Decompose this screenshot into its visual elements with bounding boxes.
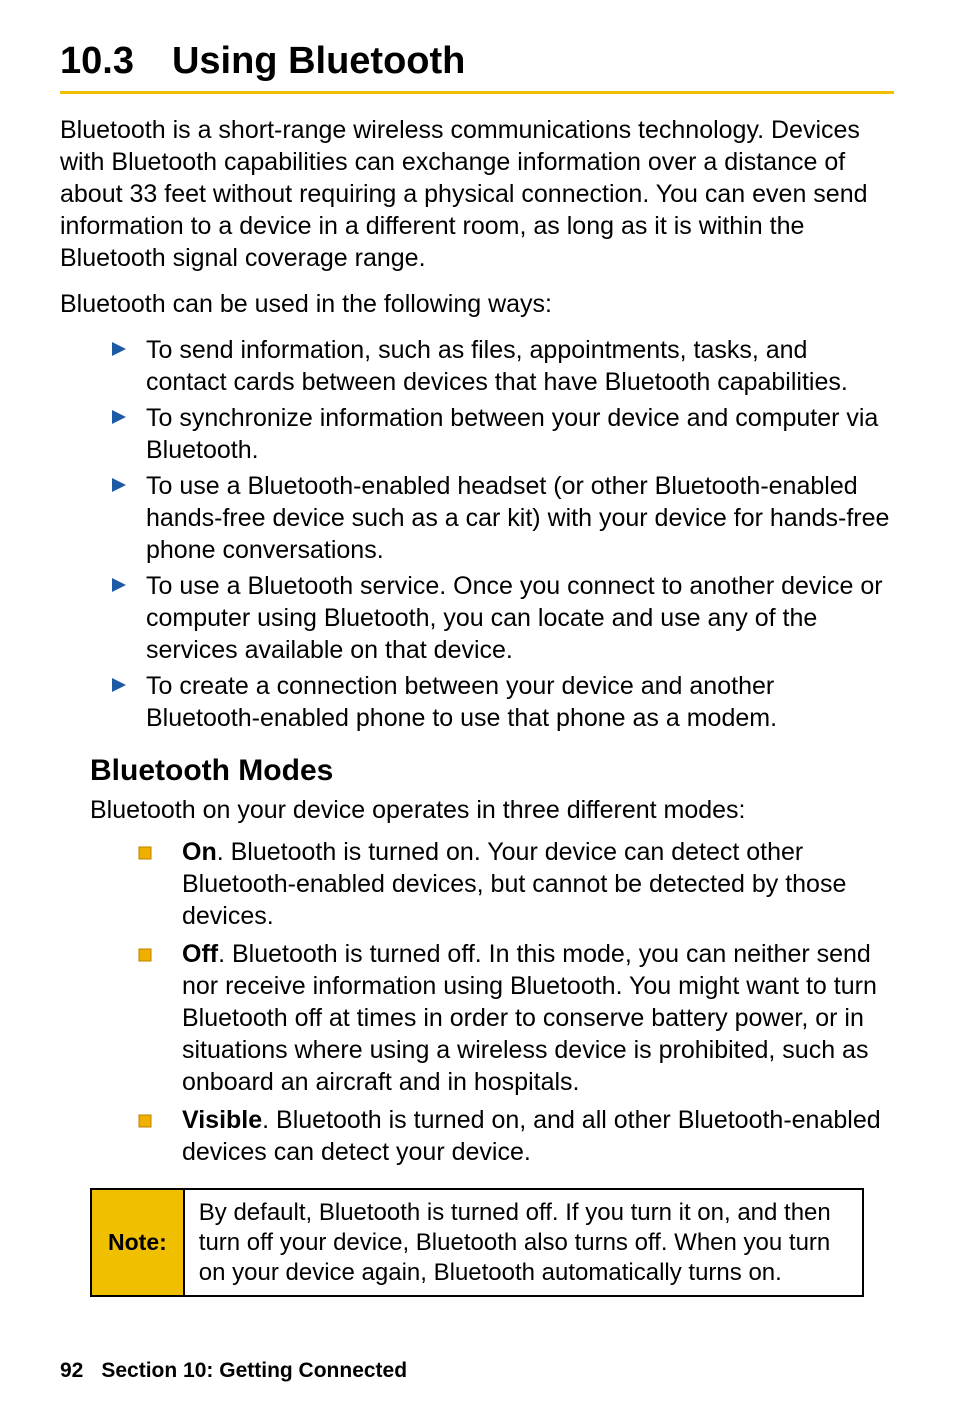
mode-label: On xyxy=(182,838,217,866)
list-item: To use a Bluetooth service. Once you con… xyxy=(110,570,894,666)
list-item-text: To send information, such as files, appo… xyxy=(146,336,848,396)
triangle-bullet-icon xyxy=(110,408,128,426)
list-item: On. Bluetooth is turned on. Your device … xyxy=(138,836,894,932)
list-item-text: To create a connection between your devi… xyxy=(146,672,777,732)
note-content: By default, Bluetooth is turned off. If … xyxy=(185,1190,862,1295)
mode-text: . Bluetooth is turned on, and all other … xyxy=(182,1106,881,1166)
triangle-bullet-icon xyxy=(110,340,128,358)
bluetooth-modes-heading: Bluetooth Modes xyxy=(90,754,894,788)
section-title: 10.3 Using Bluetooth xyxy=(60,40,894,83)
footer-section: Section 10: Getting Connected xyxy=(101,1359,407,1382)
page-number: 92 xyxy=(60,1359,83,1382)
mode-label: Visible xyxy=(182,1106,262,1134)
bluetooth-uses-list: To send information, such as files, appo… xyxy=(60,334,894,734)
note-label: Note: xyxy=(92,1190,185,1295)
bluetooth-modes-list: On. Bluetooth is turned on. Your device … xyxy=(60,836,894,1168)
list-item-text: To use a Bluetooth service. Once you con… xyxy=(146,572,883,664)
title-underline xyxy=(60,91,894,94)
triangle-bullet-icon xyxy=(110,676,128,694)
mode-text: . Bluetooth is turned on. Your device ca… xyxy=(182,838,846,930)
mode-label: Off xyxy=(182,940,218,968)
list-item-text: To use a Bluetooth-enabled headset (or o… xyxy=(146,472,889,564)
list-item: Off. Bluetooth is turned off. In this mo… xyxy=(138,938,894,1098)
list-item: To create a connection between your devi… xyxy=(110,670,894,734)
modes-lead-in: Bluetooth on your device operates in thr… xyxy=(90,794,894,826)
triangle-bullet-icon xyxy=(110,576,128,594)
lead-in-paragraph: Bluetooth can be used in the following w… xyxy=(60,288,894,320)
list-item: To synchronize information between your … xyxy=(110,402,894,466)
square-bullet-icon xyxy=(138,846,152,860)
intro-paragraph: Bluetooth is a short-range wireless comm… xyxy=(60,114,894,274)
square-bullet-icon xyxy=(138,948,152,962)
page-footer: 92 Section 10: Getting Connected xyxy=(60,1359,407,1383)
note-box: Note: By default, Bluetooth is turned of… xyxy=(90,1188,864,1297)
mode-text: . Bluetooth is turned off. In this mode,… xyxy=(182,940,877,1096)
list-item: To send information, such as files, appo… xyxy=(110,334,894,398)
list-item: To use a Bluetooth-enabled headset (or o… xyxy=(110,470,894,566)
list-item: Visible. Bluetooth is turned on, and all… xyxy=(138,1104,894,1168)
triangle-bullet-icon xyxy=(110,476,128,494)
square-bullet-icon xyxy=(138,1114,152,1128)
list-item-text: To synchronize information between your … xyxy=(146,404,878,464)
